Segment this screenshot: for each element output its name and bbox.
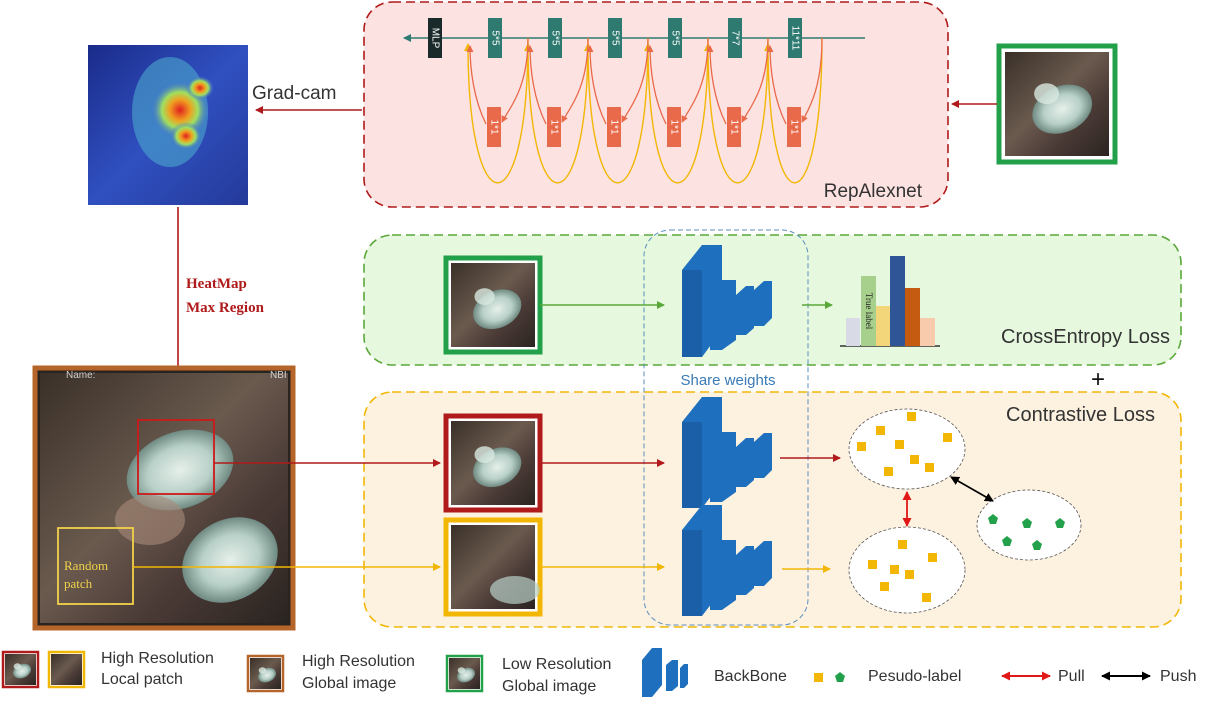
crossentropy-input-image bbox=[443, 255, 543, 355]
legend-low-res-swatch bbox=[445, 654, 484, 693]
top-block-7x7: 7*7 bbox=[728, 18, 742, 58]
random-patch-label-line1: Random bbox=[64, 558, 108, 573]
legend-local-patch-swatch-red bbox=[1, 650, 40, 689]
random-patch-box bbox=[57, 527, 134, 605]
crossentropy-panel bbox=[363, 234, 1182, 366]
gradcam-label: Grad-cam bbox=[252, 83, 336, 104]
high-res-global-image: Name: NBI Random patch bbox=[32, 365, 296, 631]
legend-backbone-label: BackBone bbox=[714, 668, 787, 685]
random-patch-image bbox=[443, 517, 543, 617]
top-block-5x5-c: 5*5 bbox=[608, 18, 622, 58]
branch-block-3-label: 1*1 bbox=[608, 119, 619, 134]
bar-4 bbox=[890, 256, 905, 346]
contrastive-title: Contrastive Loss bbox=[1006, 404, 1155, 426]
bar-6 bbox=[920, 318, 935, 346]
legend-low-line1: Low Resolution bbox=[502, 656, 611, 673]
top-block-11x11: 11*11 bbox=[788, 18, 802, 58]
top-block-5x5-d-label: 5*5 bbox=[669, 30, 680, 45]
branch-block-1: 1*1 bbox=[487, 107, 501, 147]
bar-2-true-label bbox=[861, 276, 876, 346]
true-label-text: True label bbox=[864, 293, 874, 330]
legend-pseudo-label: Pesudo-label bbox=[868, 668, 961, 685]
legend-pseudo-pentagon bbox=[835, 672, 845, 682]
branch-block-6: 1*1 bbox=[787, 107, 801, 147]
bar-5 bbox=[905, 288, 920, 346]
share-weights-region bbox=[643, 229, 809, 626]
legend-global-line2: Global image bbox=[302, 675, 396, 692]
top-block-11x11-label: 11*11 bbox=[789, 26, 800, 51]
legend-push-label: Push bbox=[1160, 668, 1196, 685]
branch-block-2: 1*1 bbox=[547, 107, 561, 147]
skip-connections bbox=[464, 37, 823, 184]
cluster-random bbox=[848, 526, 966, 614]
crossentropy-title: CrossEntropy Loss bbox=[1001, 326, 1170, 348]
plus-sign: + bbox=[1091, 366, 1105, 393]
backbone-top bbox=[682, 245, 772, 357]
legend-local-line1: High Resolution bbox=[101, 650, 214, 667]
backbone-middle bbox=[682, 397, 772, 508]
top-block-5x5-c-label: 5*5 bbox=[609, 30, 620, 45]
top-block-mlp-label: MLP bbox=[429, 28, 440, 49]
legend-pull-label: Pull bbox=[1058, 668, 1085, 685]
branch-block-6-label: 1*1 bbox=[788, 119, 799, 134]
cluster-local bbox=[848, 408, 966, 490]
contrastive-panel bbox=[363, 391, 1182, 628]
legend-local-line2: Local patch bbox=[101, 671, 183, 688]
top-block-5x5-b-label: 5*5 bbox=[549, 30, 560, 45]
prediction-bar-chart: True label bbox=[840, 256, 940, 347]
top-block-5x5-d: 5*5 bbox=[668, 18, 682, 58]
legend-pseudo-square bbox=[814, 673, 823, 682]
branch-block-4: 1*1 bbox=[667, 107, 681, 147]
branch-block-4-label: 1*1 bbox=[668, 119, 679, 134]
branch-block-5: 1*1 bbox=[727, 107, 741, 147]
top-block-5x5-a: 5*5 bbox=[488, 18, 502, 58]
bar-1 bbox=[846, 318, 860, 346]
branch-block-1-label: 1*1 bbox=[488, 119, 499, 134]
push-arrow bbox=[950, 476, 994, 502]
branch-connections bbox=[466, 37, 823, 125]
legend-global-line1: High Resolution bbox=[302, 653, 415, 670]
top-block-7x7-label: 7*7 bbox=[729, 30, 740, 45]
heatmap-label-line2: Max Region bbox=[186, 300, 265, 316]
repalexnet-panel bbox=[363, 1, 949, 208]
share-weights-label: Share weights bbox=[680, 372, 775, 389]
cluster-other bbox=[976, 489, 1082, 561]
top-block-5x5-b: 5*5 bbox=[548, 18, 562, 58]
backbone-bottom bbox=[682, 505, 772, 616]
endoscopy-overlay-right: NBI bbox=[270, 370, 287, 381]
bar-3 bbox=[876, 306, 890, 346]
branch-block-5-label: 1*1 bbox=[728, 119, 739, 134]
legend-global-swatch bbox=[246, 654, 285, 693]
heatmap-label-line1: HeatMap bbox=[186, 276, 247, 292]
branch-block-3: 1*1 bbox=[607, 107, 621, 147]
branch-block-2-label: 1*1 bbox=[548, 119, 559, 134]
top-block-5x5-a-label: 5*5 bbox=[489, 30, 500, 45]
input-low-res-image bbox=[996, 43, 1118, 165]
repalexnet-title: RepAlexnet bbox=[824, 181, 923, 202]
top-block-mlp: MLP bbox=[428, 18, 442, 58]
endoscopy-overlay-left: Name: bbox=[66, 370, 95, 381]
heatmap-max-region-box bbox=[137, 419, 215, 495]
legend-low-line2: Global image bbox=[502, 678, 596, 695]
legend-backbone-icon bbox=[642, 648, 688, 697]
legend: High Resolution Local patch High Resolut… bbox=[1, 648, 1196, 697]
legend-local-patch-swatch-yellow bbox=[47, 650, 86, 689]
repalexnet-network: MLP 5*5 5*5 5*5 5*5 7*7 11*11 1*1 bbox=[403, 18, 865, 184]
random-patch-label-line2: patch bbox=[64, 576, 93, 591]
gradcam-heatmap-image bbox=[88, 45, 248, 205]
local-patch-image bbox=[443, 413, 543, 513]
